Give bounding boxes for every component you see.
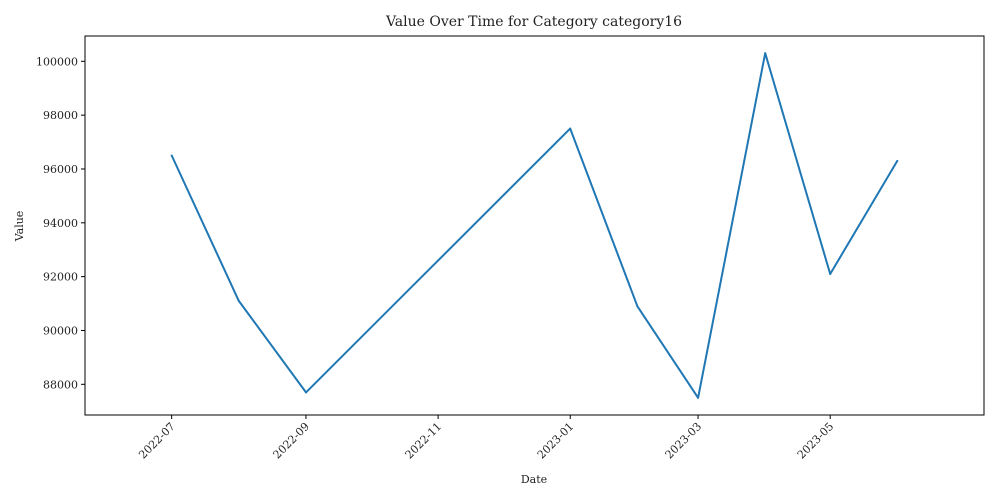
data-point (304, 391, 307, 394)
x-tick-label: 2023-05 (795, 420, 837, 462)
data-point (697, 396, 700, 399)
data-point (829, 272, 832, 275)
series-line (170, 52, 899, 399)
data-point (764, 52, 767, 55)
data-point (170, 154, 173, 157)
data-point (569, 127, 572, 130)
y-axis: 88000 90000 92000 94000 96000 98000 100000 (36, 55, 85, 391)
y-tick-label: 92000 (43, 271, 78, 284)
y-tick-label: 98000 (43, 109, 78, 122)
y-axis-label: Value (13, 211, 26, 243)
x-axis: 2022-07 2022-09 2022-11 2023-01 2023-03 2023-… (136, 415, 836, 461)
y-tick-label: 100000 (36, 55, 78, 68)
plot-series (170, 52, 899, 399)
x-tick-label: 2022-09 (271, 420, 313, 462)
y-tick-label: 94000 (43, 217, 78, 230)
data-point (237, 299, 240, 302)
chart-title: Value Over Time for Category category16 (385, 14, 682, 30)
plot-frame (84, 35, 985, 416)
data-point (896, 159, 899, 162)
x-tick-label: 2022-07 (136, 420, 178, 462)
x-tick-label: 2023-03 (663, 420, 705, 462)
data-point (636, 305, 639, 308)
y-tick-label: 96000 (43, 163, 78, 176)
x-axis-label: Date (521, 473, 547, 486)
y-tick-label: 88000 (43, 378, 78, 391)
x-tick-label: 2023-01 (535, 420, 577, 462)
x-tick-label: 2022-11 (403, 420, 445, 462)
y-tick-label: 90000 (43, 324, 78, 337)
